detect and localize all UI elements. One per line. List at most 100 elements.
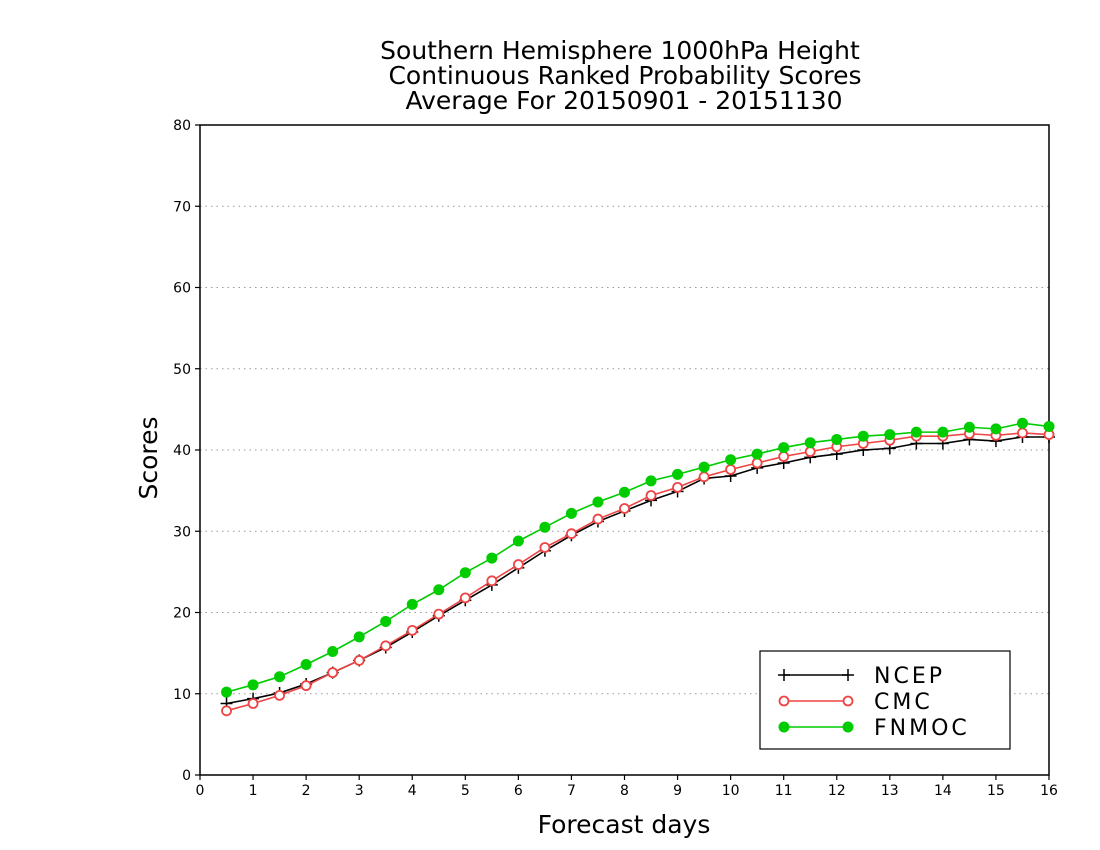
- y-tick-label: 30: [173, 524, 191, 540]
- series-layer: [220, 417, 1055, 717]
- x-tick-label: 4: [408, 783, 417, 799]
- cmc-point: [566, 528, 577, 540]
- fnmoc-point: [300, 659, 312, 670]
- fnmoc-point: [486, 552, 498, 564]
- legend-entry-cmc: CMC: [778, 690, 933, 715]
- cmc-point: [486, 575, 498, 587]
- series-fnmoc: [221, 417, 1055, 698]
- x-tick-label: 8: [620, 783, 629, 799]
- cmc-point: [300, 680, 312, 692]
- fnmoc-point: [884, 429, 896, 441]
- cmc-point: [459, 592, 471, 604]
- cmc-point: [539, 542, 551, 553]
- chart-title-line-3: Average For 20150901 - 20151130: [405, 86, 842, 115]
- fnmoc-point: [353, 631, 365, 643]
- y-tick-label: 20: [173, 606, 191, 622]
- cmc-point: [592, 513, 604, 525]
- cmc-point: [274, 689, 285, 701]
- legend-label-cmc: CMC: [874, 690, 933, 715]
- cmc-point: [645, 490, 657, 501]
- x-tick-label: 5: [461, 783, 470, 799]
- fnmoc-point: [672, 468, 684, 480]
- fnmoc-point: [433, 584, 445, 596]
- x-tick-label: 11: [775, 783, 793, 799]
- chart-title-line-2: Continuous Ranked Probability Scores: [388, 61, 861, 90]
- cmc-point: [327, 667, 339, 679]
- fnmoc-point: [990, 423, 1002, 435]
- x-tick-label: 12: [828, 783, 846, 799]
- y-tick-label: 80: [173, 118, 191, 134]
- cmc-point: [221, 705, 232, 717]
- fnmoc-point: [406, 598, 418, 610]
- fnmoc-point: [221, 686, 233, 698]
- fnmoc-point: [778, 442, 790, 454]
- fnmoc-point: [698, 461, 710, 473]
- x-tick-label: 1: [249, 783, 258, 799]
- fnmoc-point: [725, 454, 737, 466]
- y-tick-label: 40: [173, 443, 191, 459]
- fnmoc-point: [565, 507, 577, 519]
- cmc-point: [672, 481, 683, 493]
- x-tick-label: 16: [1040, 783, 1058, 799]
- fnmoc-point: [592, 496, 604, 508]
- y-tick-label: 60: [173, 281, 191, 297]
- cmc-point: [619, 503, 630, 514]
- y-tick-label: 0: [182, 768, 191, 784]
- legend-marker-fnmoc: [778, 721, 790, 733]
- chart-title-line-1: Southern Hemisphere 1000hPa Height: [380, 36, 860, 65]
- fnmoc-point: [857, 430, 869, 442]
- x-tick-label: 13: [881, 783, 899, 799]
- fnmoc-point: [645, 475, 657, 487]
- grid-lines: [200, 205, 1049, 695]
- fnmoc-point: [1016, 417, 1028, 429]
- cmc-point: [406, 624, 418, 636]
- cmc-point: [751, 457, 763, 469]
- fnmoc-point: [539, 521, 551, 533]
- x-tick-label: 14: [934, 783, 952, 799]
- fnmoc-point: [512, 535, 524, 547]
- cmc-point: [512, 559, 524, 570]
- fnmoc-point: [831, 433, 843, 445]
- cmc-point: [804, 446, 816, 458]
- x-tick-label: 15: [987, 783, 1005, 799]
- y-tick-label: 70: [173, 199, 191, 215]
- cmc-point: [353, 655, 365, 666]
- legend-entry-ncep: NCEP: [778, 664, 942, 689]
- legend-marker-cmc: [778, 695, 790, 707]
- legend-marker-cmc: [842, 695, 854, 707]
- fnmoc-point: [380, 615, 392, 627]
- cmc-point: [380, 640, 392, 652]
- x-tick-label: 0: [196, 783, 205, 799]
- legend-marker-ncep: [842, 669, 854, 681]
- x-tick-label: 7: [567, 783, 576, 799]
- cmc-point: [778, 451, 790, 462]
- cmc-point: [1017, 427, 1028, 439]
- legend-entry-fnmoc: FNMOC: [778, 716, 970, 741]
- x-tick-label: 2: [302, 783, 311, 799]
- fnmoc-point: [247, 679, 259, 691]
- fnmoc-point: [619, 486, 630, 498]
- fnmoc-point: [804, 437, 816, 449]
- fnmoc-point: [910, 426, 922, 438]
- x-tick-label: 6: [514, 783, 523, 799]
- legend-marker-fnmoc: [842, 721, 854, 733]
- x-tick-label: 3: [355, 783, 364, 799]
- x-tick-label: 9: [673, 783, 682, 799]
- fnmoc-point: [963, 421, 975, 433]
- y-axis-title: Scores: [134, 416, 163, 499]
- fnmoc-point: [274, 671, 286, 683]
- cmc-point: [247, 698, 259, 709]
- cmc-point: [433, 608, 445, 620]
- series-cmc: [221, 427, 1055, 717]
- x-axis-title: Forecast days: [538, 810, 711, 839]
- fnmoc-point: [1043, 420, 1055, 432]
- fnmoc-point: [751, 448, 763, 460]
- legend-box: [759, 650, 1011, 750]
- legend-label-fnmoc: FNMOC: [874, 716, 970, 741]
- cmc-point: [698, 471, 710, 483]
- fnmoc-point: [937, 426, 949, 438]
